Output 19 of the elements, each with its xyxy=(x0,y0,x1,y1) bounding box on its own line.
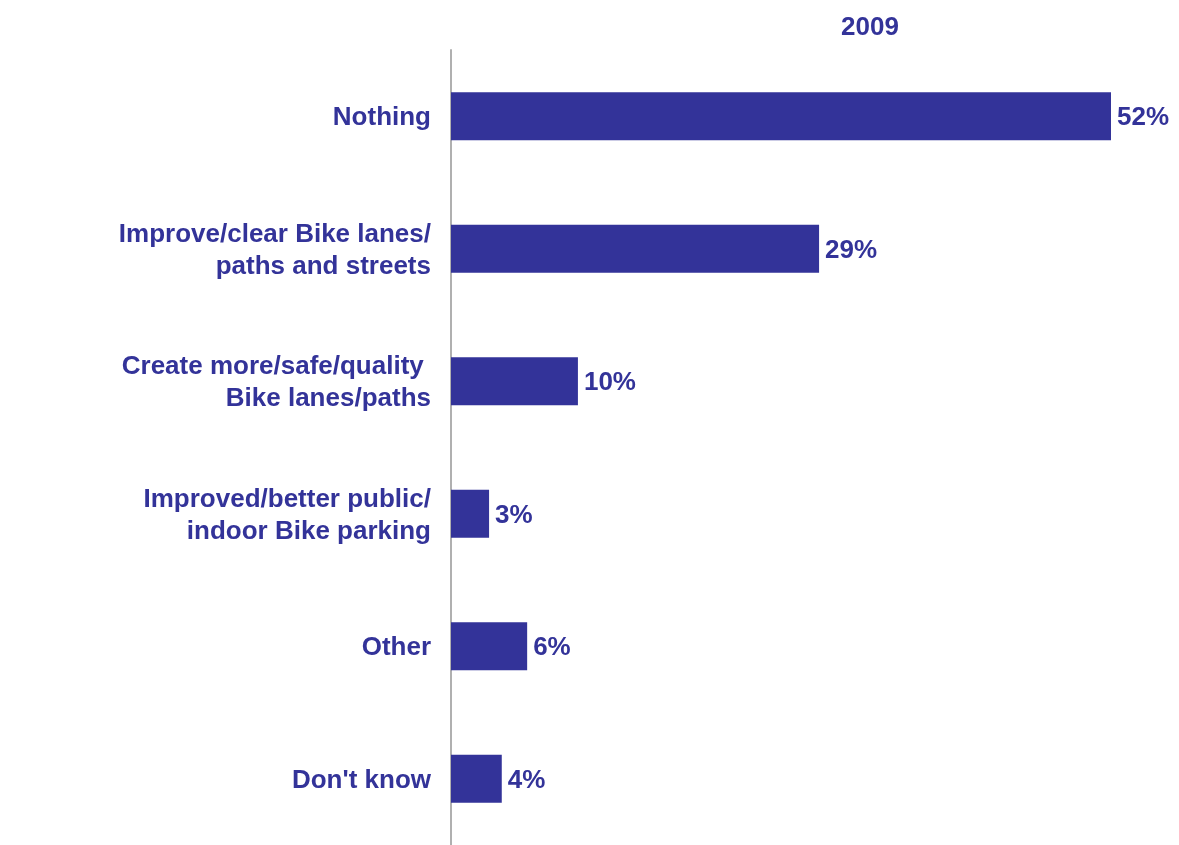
bar xyxy=(451,92,1111,141)
bar xyxy=(451,224,820,273)
bar xyxy=(451,754,502,803)
data-label: 29% xyxy=(825,233,878,264)
data-label: 52% xyxy=(1117,101,1170,132)
bar xyxy=(451,622,528,671)
y-tick-label: Improved/better public/indoor Bike parking xyxy=(143,482,431,545)
data-label: 10% xyxy=(583,366,636,397)
y-tick-label: Other xyxy=(361,631,431,662)
y-tick-label: Don't know xyxy=(291,763,432,794)
bar xyxy=(451,489,490,538)
data-label: 6% xyxy=(533,631,571,662)
y-tick-label: Nothing xyxy=(332,101,431,132)
data-label: 3% xyxy=(495,498,533,529)
bar xyxy=(451,357,578,406)
data-label: 4% xyxy=(507,763,546,794)
chart-title: 2009 xyxy=(841,11,899,41)
y-tick-label: Create more/safe/quality Bike lanes/paths xyxy=(121,350,431,413)
y-tick-label: Improve/clear Bike lanes/paths and streets xyxy=(118,217,431,280)
